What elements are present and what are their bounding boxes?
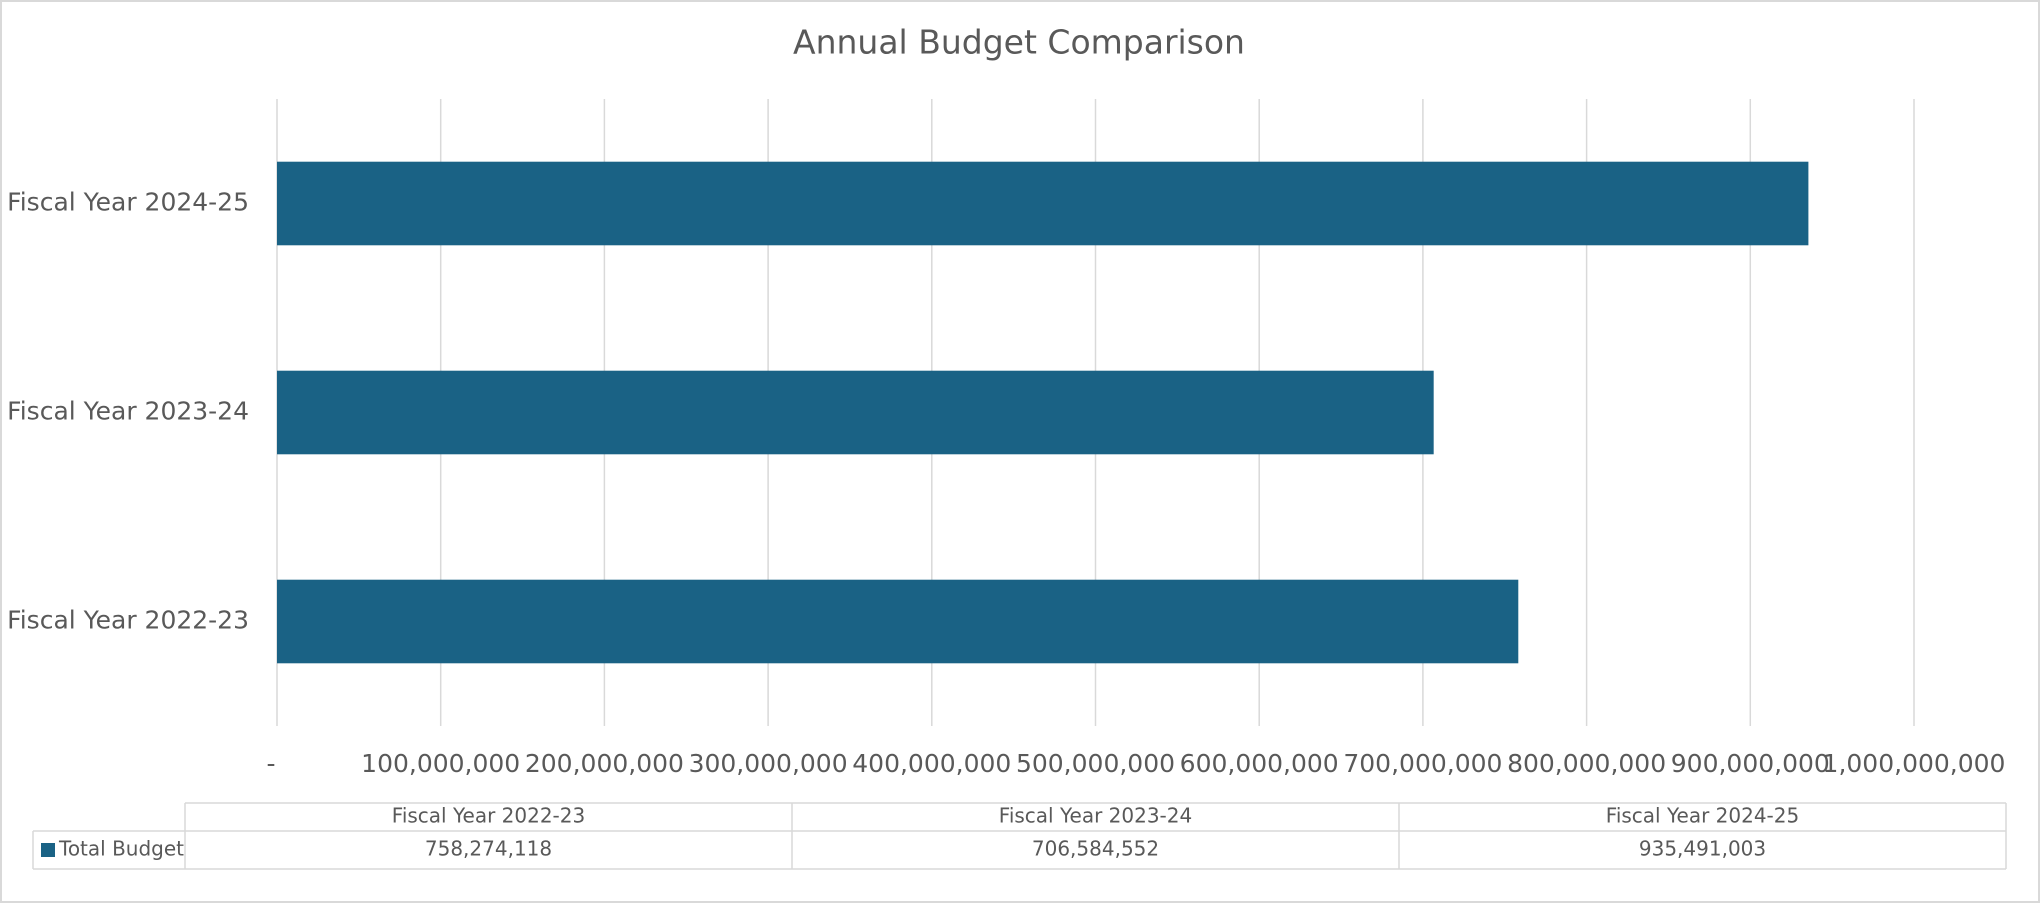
x-tick-label: 100,000,000 <box>361 749 520 778</box>
bar <box>277 579 1519 664</box>
x-tick-label: 600,000,000 <box>1180 749 1339 778</box>
table-value: 935,491,003 <box>1639 837 1766 861</box>
x-tick-label: 300,000,000 <box>689 749 848 778</box>
chart-title: Annual Budget Comparison <box>793 23 1245 62</box>
x-tick-label: 900,000,000 <box>1671 749 1830 778</box>
legend-label: Total Budget <box>58 837 184 861</box>
x-tick-label: 800,000,000 <box>1507 749 1666 778</box>
x-tick-label: - <box>266 749 275 778</box>
legend-swatch <box>41 843 55 857</box>
table-header: Fiscal Year 2022-23 <box>392 804 585 828</box>
y-tick-label: Fiscal Year 2023-24 <box>7 397 249 426</box>
x-tick-label: 400,000,000 <box>852 749 1011 778</box>
table-value: 706,584,552 <box>1032 837 1159 861</box>
table-header: Fiscal Year 2023-24 <box>999 804 1192 828</box>
bar <box>277 370 1434 455</box>
y-tick-label: Fiscal Year 2024-25 <box>7 188 249 217</box>
table-value: 758,274,118 <box>425 837 552 861</box>
x-tick-label: 700,000,000 <box>1343 749 1502 778</box>
table-header: Fiscal Year 2024-25 <box>1606 804 1799 828</box>
bar <box>277 161 1809 246</box>
y-tick-label: Fiscal Year 2022-23 <box>7 606 249 635</box>
x-tick-label: 500,000,000 <box>1016 749 1175 778</box>
x-tick-label: 1,000,000,000 <box>1823 749 2006 778</box>
x-tick-label: 200,000,000 <box>525 749 684 778</box>
